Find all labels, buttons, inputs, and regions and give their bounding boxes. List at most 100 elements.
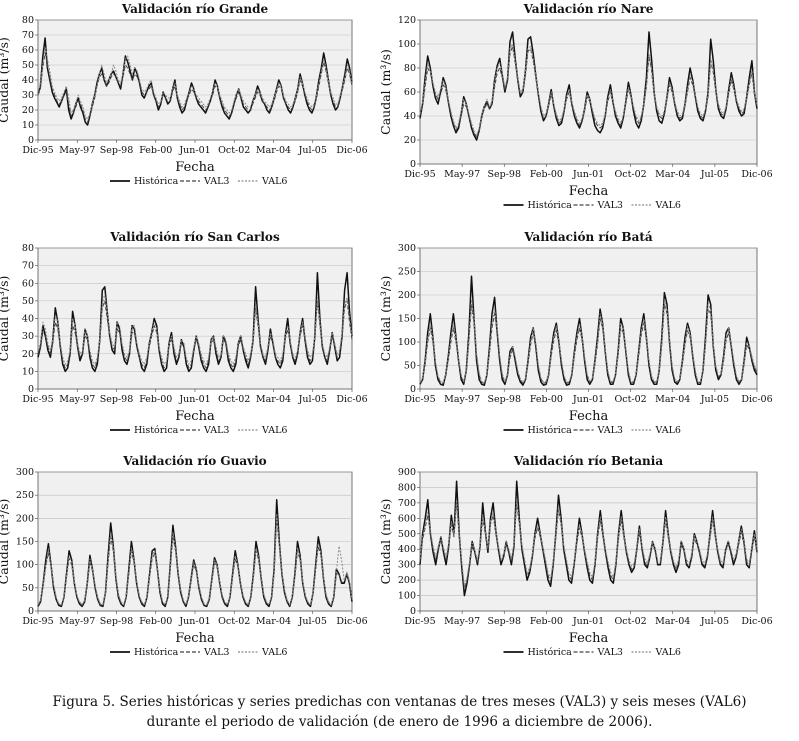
plot-area [419, 471, 758, 612]
y-tick-label: 20 [22, 105, 34, 116]
y-tick-label: 200 [398, 290, 416, 301]
y-tick-label: 100 [398, 337, 416, 348]
y-tick-label: 100 [398, 591, 416, 602]
chart-panel-1: 0 20 40 60 80 100 120 Dic-95 May-97 Sep-98 Feb-00 J… [378, 2, 773, 211]
x-tick-label: Dic-95 [404, 394, 435, 405]
x-tick-label: Jul-05 [700, 169, 729, 180]
y-tick-label: 0 [410, 159, 416, 170]
y-tick-label: 50 [22, 60, 34, 71]
y-tick-label: 700 [398, 498, 416, 509]
chart-title: Validación río Guavio [122, 454, 266, 468]
chart-title: Validación río Nare [523, 2, 654, 16]
x-tick-label: Sep-98 [487, 616, 521, 627]
y-tick-label: 250 [16, 490, 34, 501]
x-tick-label: Jun-01 [178, 394, 210, 405]
y-tick-label: 300 [398, 560, 416, 571]
series-line-v3 [419, 303, 758, 384]
x-tick-label: May-97 [444, 616, 480, 627]
y-tick-label: 0 [28, 384, 34, 395]
y-tick-label: 50 [22, 583, 34, 594]
y-tick-label: 50 [22, 296, 34, 307]
legend-label: VAL3 [203, 647, 229, 658]
x-tick-label: Feb-00 [530, 169, 563, 180]
chart-title: Validación río Grande [121, 2, 269, 16]
x-tick-label: Jun-01 [572, 616, 604, 627]
x-tick-label: Dic-06 [741, 169, 772, 180]
x-tick-label: Mar-04 [256, 616, 291, 627]
x-tick-label: Oct-02 [218, 145, 250, 156]
legend-label: VAL3 [597, 425, 623, 436]
x-axis-label: Fecha [175, 631, 215, 646]
y-axis-label: Caudal (m³/s) [0, 276, 11, 362]
series-line-v3 [419, 45, 758, 139]
x-tick-label: Dic-95 [22, 394, 53, 405]
caption-line-1: Figura 5. Series históricas y series pre… [52, 694, 747, 710]
x-tick-label: Feb-00 [530, 616, 563, 627]
legend-label: VAL6 [655, 647, 681, 658]
y-axis-label: Caudal (m³/s) [378, 49, 393, 135]
series-line-v3 [37, 52, 353, 123]
y-tick-label: 300 [16, 467, 34, 478]
figure-caption: Figura 5. Series históricas y series pre… [0, 692, 799, 732]
y-tick-label: 40 [404, 111, 416, 122]
y-tick-label: 40 [22, 75, 34, 86]
legend-label: VAL6 [261, 176, 287, 187]
x-tick-label: Jun-01 [178, 616, 210, 627]
chart-panel-2: 0 10 20 30 40 50 60 70 80 Dic-95 May-97 Sep-98 Feb-0… [0, 230, 368, 436]
x-axis-label: Fecha [175, 160, 215, 175]
legend-label: Histórica [528, 200, 573, 211]
series-line-v6 [419, 299, 758, 383]
y-tick-label: 500 [398, 529, 416, 540]
legend-label: Histórica [528, 647, 573, 658]
y-tick-label: 200 [398, 575, 416, 586]
series-line-v6 [37, 513, 353, 605]
series-line-h [37, 499, 353, 608]
x-tick-label: Sep-98 [100, 616, 134, 627]
x-tick-label: Dic-95 [22, 616, 53, 627]
x-tick-label: Mar-04 [655, 394, 690, 405]
legend-label: VAL6 [655, 200, 681, 211]
y-tick-label: 60 [22, 278, 34, 289]
x-tick-label: Dic-06 [336, 145, 367, 156]
legend-label: VAL3 [203, 176, 229, 187]
y-tick-label: 80 [404, 63, 416, 74]
y-tick-label: 200 [16, 513, 34, 524]
y-tick-label: 60 [404, 87, 416, 98]
chart-title: Validación río San Carlos [109, 230, 280, 244]
chart-title: Validación río Batá [523, 230, 653, 244]
legend-label: VAL3 [597, 200, 623, 211]
x-tick-label: Oct-02 [615, 394, 647, 405]
legend-label: VAL6 [261, 425, 287, 436]
x-tick-label: Dic-95 [404, 169, 435, 180]
caption-line-2: durante el periodo de validación (de ene… [146, 714, 653, 730]
x-tick-label: Dic-06 [741, 394, 772, 405]
y-tick-label: 120 [398, 15, 416, 26]
y-tick-label: 10 [22, 366, 34, 377]
y-tick-label: 70 [22, 30, 34, 41]
y-tick-label: 80 [22, 15, 34, 26]
y-tick-label: 300 [398, 243, 416, 254]
x-tick-label: Jul-05 [298, 394, 327, 405]
x-tick-label: Jul-05 [700, 394, 729, 405]
chart-panel-5: 0 100 200 300 400 500 600 700 800 900 Dic-95 May-97… [378, 454, 773, 658]
x-tick-label: May-97 [59, 616, 95, 627]
x-tick-label: Sep-98 [487, 394, 521, 405]
x-tick-label: May-97 [59, 145, 95, 156]
y-tick-label: 70 [22, 261, 34, 272]
y-axis-label: Caudal (m³/s) [378, 276, 393, 362]
x-axis-label: Fecha [569, 409, 609, 424]
legend-label: Histórica [528, 425, 573, 436]
series-line-h [419, 31, 758, 141]
x-tick-label: Feb-00 [530, 394, 563, 405]
y-tick-label: 400 [398, 544, 416, 555]
y-tick-label: 40 [22, 314, 34, 325]
x-tick-label: May-97 [59, 394, 95, 405]
x-tick-label: Mar-04 [256, 145, 291, 156]
y-tick-label: 0 [410, 384, 416, 395]
x-tick-label: Oct-02 [615, 616, 647, 627]
x-tick-label: Dic-06 [336, 616, 367, 627]
x-tick-label: Oct-02 [615, 169, 647, 180]
x-tick-label: Oct-02 [218, 394, 250, 405]
x-tick-label: Dic-06 [336, 394, 367, 405]
x-tick-label: Feb-00 [139, 145, 172, 156]
